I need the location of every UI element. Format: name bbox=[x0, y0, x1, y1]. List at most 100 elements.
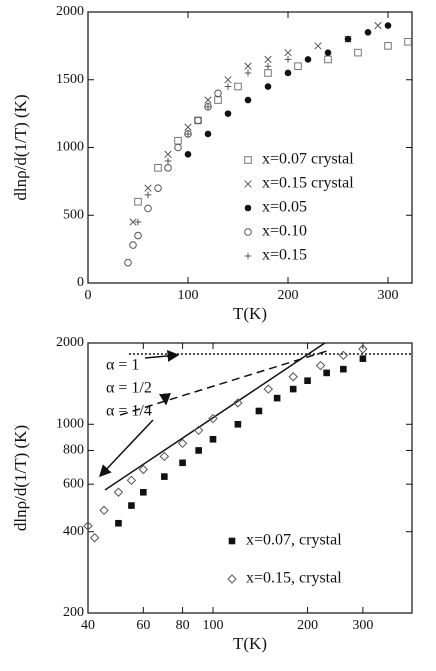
marker bbox=[124, 258, 132, 267]
marker bbox=[374, 21, 382, 30]
marker bbox=[113, 487, 124, 497]
series bbox=[115, 355, 367, 527]
y-tick-label: 2000 bbox=[56, 4, 84, 19]
marker bbox=[304, 377, 311, 385]
marker bbox=[324, 49, 332, 56]
y-tick-label: 1000 bbox=[56, 140, 84, 155]
marker bbox=[264, 69, 272, 77]
marker bbox=[384, 22, 392, 29]
x-tick-label: 200 bbox=[278, 288, 299, 303]
y-tick-label: 400 bbox=[63, 524, 84, 539]
marker bbox=[164, 164, 172, 172]
y-tick-label: 200 bbox=[63, 605, 84, 620]
marker bbox=[128, 502, 135, 509]
marker bbox=[214, 96, 222, 104]
marker bbox=[284, 48, 292, 57]
marker bbox=[195, 447, 202, 454]
marker bbox=[129, 218, 137, 226]
marker bbox=[159, 451, 170, 462]
legend-marker bbox=[244, 252, 252, 260]
y-tick-label: 2000 bbox=[56, 335, 84, 350]
marker bbox=[344, 35, 352, 43]
x-tick-label: 60 bbox=[136, 618, 150, 633]
x-tick-label: 0 bbox=[85, 288, 92, 303]
y-tick-label: 1000 bbox=[56, 416, 84, 431]
annotation: α = 1 bbox=[106, 357, 139, 374]
marker bbox=[263, 384, 274, 394]
marker bbox=[288, 372, 298, 382]
marker bbox=[174, 143, 182, 152]
y-tick-label: 800 bbox=[63, 443, 84, 458]
marker bbox=[138, 464, 149, 475]
marker bbox=[208, 413, 218, 424]
marker bbox=[164, 157, 172, 165]
annotation: α = 1/2 bbox=[106, 380, 152, 397]
marker bbox=[284, 56, 292, 63]
x-tick-label: 100 bbox=[178, 288, 199, 303]
marker bbox=[314, 42, 322, 50]
marker bbox=[234, 420, 242, 428]
x-axis-label: T(K) bbox=[233, 634, 267, 653]
marker bbox=[224, 110, 232, 117]
marker bbox=[204, 103, 212, 111]
marker bbox=[204, 96, 212, 104]
marker bbox=[273, 394, 281, 402]
marker bbox=[89, 533, 100, 543]
marker bbox=[233, 398, 243, 408]
marker bbox=[304, 56, 312, 63]
legend-marker bbox=[244, 180, 252, 188]
marker bbox=[184, 130, 192, 138]
marker bbox=[126, 475, 137, 486]
x-axis-label: T(K) bbox=[233, 304, 267, 323]
marker bbox=[284, 69, 292, 77]
marker bbox=[115, 519, 122, 527]
marker bbox=[294, 62, 302, 71]
series bbox=[184, 22, 392, 158]
marker bbox=[323, 369, 330, 377]
x-tick-label: 100 bbox=[203, 618, 224, 633]
y-tick-label: 600 bbox=[63, 476, 84, 491]
x-tick-label: 200 bbox=[297, 618, 318, 633]
marker bbox=[255, 407, 263, 415]
marker bbox=[264, 83, 272, 90]
marker bbox=[264, 55, 272, 64]
x-tick-label: 40 bbox=[81, 618, 95, 633]
marker bbox=[338, 350, 349, 361]
marker bbox=[144, 191, 152, 199]
plot-frame bbox=[87, 342, 413, 614]
marker bbox=[358, 344, 368, 354]
marker bbox=[234, 82, 242, 91]
marker bbox=[324, 55, 332, 64]
marker bbox=[244, 62, 252, 70]
series bbox=[134, 56, 292, 226]
marker bbox=[154, 184, 162, 192]
marker bbox=[161, 473, 168, 480]
marker bbox=[134, 231, 142, 240]
legend-label: x=0.10 bbox=[262, 223, 307, 240]
marker bbox=[144, 184, 152, 192]
series bbox=[129, 21, 382, 226]
legend-label: x=0.07, crystal bbox=[246, 532, 342, 549]
marker bbox=[364, 29, 372, 36]
marker bbox=[384, 42, 392, 50]
legend-label: x=0.07 crystal bbox=[262, 151, 354, 168]
marker bbox=[179, 459, 186, 467]
marker bbox=[354, 48, 362, 57]
y-axis-label: dlnρ/d(1/T) (K) bbox=[11, 94, 30, 200]
marker bbox=[83, 521, 93, 531]
marker bbox=[174, 136, 182, 145]
legend-marker bbox=[228, 537, 236, 545]
x-tick-label: 80 bbox=[176, 618, 190, 633]
marker bbox=[184, 123, 192, 131]
marker bbox=[154, 164, 162, 172]
marker bbox=[204, 130, 212, 138]
marker bbox=[244, 69, 252, 77]
annotation: α = 1/4 bbox=[106, 403, 152, 420]
x-tick-label: 300 bbox=[378, 288, 399, 303]
marker bbox=[224, 76, 232, 84]
y-tick-label: 0 bbox=[77, 275, 84, 290]
marker bbox=[184, 150, 192, 158]
legend-label: x=0.15 bbox=[262, 247, 307, 264]
marker bbox=[244, 96, 252, 104]
marker bbox=[164, 150, 172, 158]
